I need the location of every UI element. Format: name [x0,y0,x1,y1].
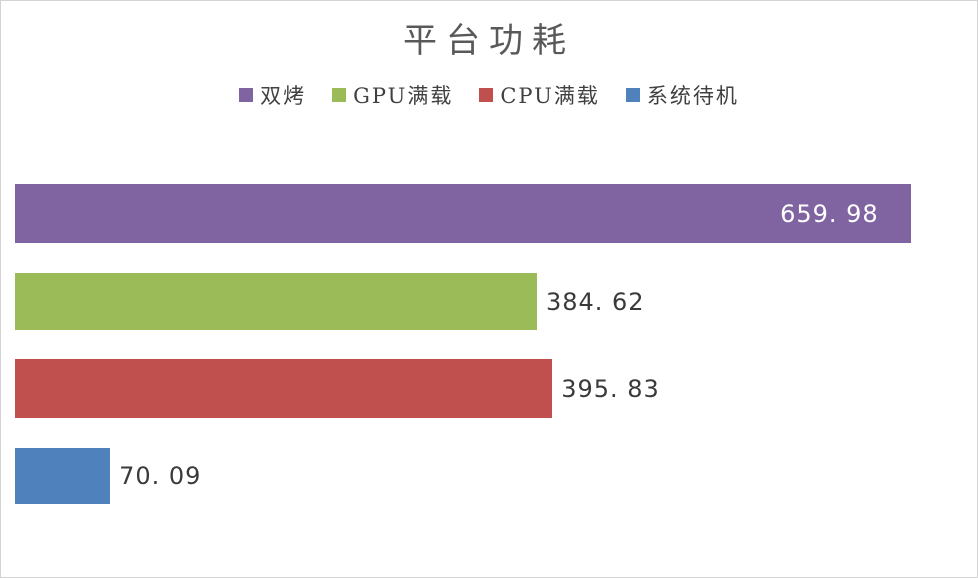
legend-swatch-cpu-full-load-icon [479,88,494,102]
bar-system-idle [15,448,111,504]
chart-title: 平台功耗 [403,21,575,61]
bar-cpu-full-load [15,359,553,418]
bar-row-cpu-full-load: 395. 83 [15,359,965,418]
bar-gpu-full-load [15,273,537,330]
legend-swatch-dual-load-icon [239,88,254,102]
plot-area: 659. 98 384. 62 395. 83 70. 09 [15,184,965,514]
legend-swatch-gpu-full-load-icon [332,88,347,102]
legend-label-gpu-full-load: GPU满载 [353,84,454,108]
legend-label-cpu-full-load: CPU满载 [500,84,600,108]
value-label-gpu-full-load: 384. 62 [545,287,645,316]
legend-label-dual-load: 双烤 [260,84,307,108]
legend-item-system-idle: 系统待机 [625,80,739,110]
bar-dual-load: 659. 98 [15,184,911,243]
value-label-dual-load: 659. 98 [780,199,879,228]
bar-row-system-idle: 70. 09 [15,448,965,504]
legend-item-cpu-full-load: CPU满载 [479,80,600,110]
legend-item-dual-load: 双烤 [239,80,306,110]
legend: 双烤 GPU满载 CPU满载 系统待机 [1,80,977,110]
legend-item-gpu-full-load: GPU满载 [332,80,453,110]
bar-row-gpu-full-load: 384. 62 [15,273,965,330]
legend-swatch-system-idle-icon [625,88,640,102]
value-label-system-idle: 70. 09 [119,462,202,490]
legend-label-system-idle: 系统待机 [646,84,739,108]
bar-row-dual-load: 659. 98 [15,184,965,243]
value-label-cpu-full-load: 395. 83 [561,374,660,403]
